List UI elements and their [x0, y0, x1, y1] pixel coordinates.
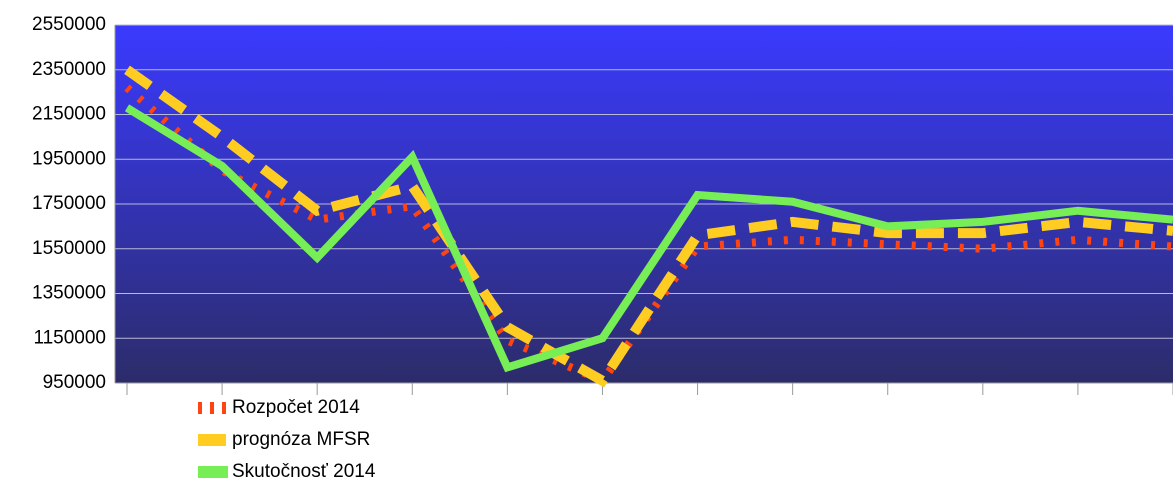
legend-label: prognóza MFSR — [232, 429, 370, 450]
y-tick-label: 1750000 — [32, 193, 106, 214]
y-tick-label: 2350000 — [32, 59, 106, 80]
y-tick-label: 950000 — [43, 372, 106, 393]
line-series — [124, 104, 1173, 373]
legend-label: Skutočnosť 2014 — [232, 461, 376, 482]
y-tick-label: 1950000 — [32, 148, 106, 169]
legend-label: Rozpočet 2014 — [232, 397, 360, 418]
y-tick-label: 1350000 — [32, 283, 106, 304]
y-tick-label: 1150000 — [33, 327, 106, 348]
y-tick-label: 1550000 — [32, 238, 106, 259]
line-series — [124, 65, 1173, 388]
y-tick-label: 2150000 — [32, 104, 106, 125]
y-tick-label: 2550000 — [32, 14, 106, 35]
